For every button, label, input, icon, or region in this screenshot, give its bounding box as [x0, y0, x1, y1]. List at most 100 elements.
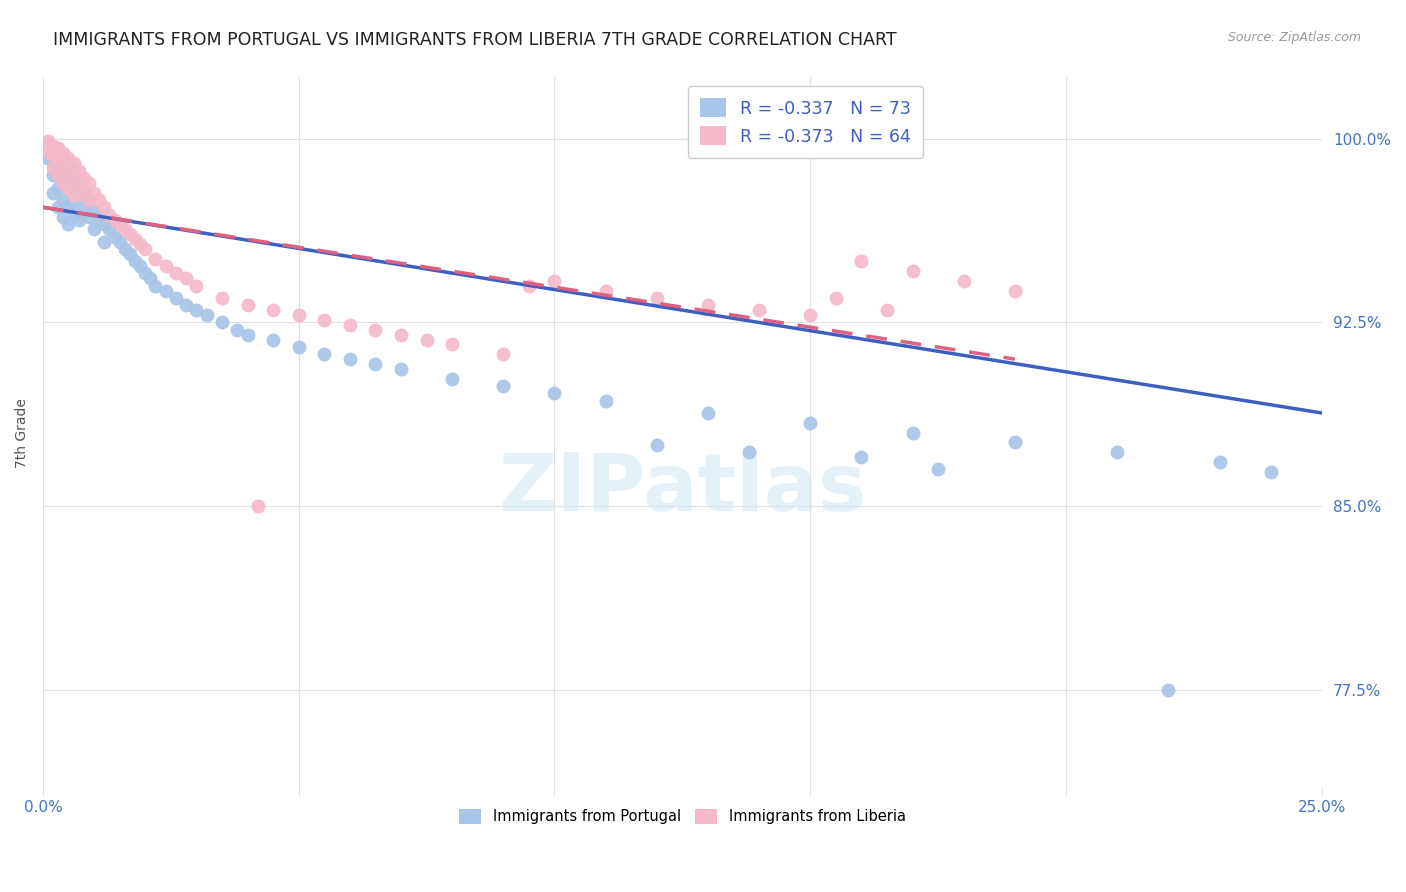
Point — [58, 218, 80, 232]
Point — [952, 274, 974, 288]
Point — [314, 347, 336, 361]
Point — [415, 333, 437, 347]
Point — [236, 327, 259, 342]
Point — [67, 193, 90, 207]
Point — [42, 149, 65, 163]
Point — [236, 298, 259, 312]
Point — [697, 298, 720, 312]
Point — [83, 186, 105, 200]
Point — [517, 278, 540, 293]
Point — [876, 303, 898, 318]
Point — [155, 284, 177, 298]
Point — [73, 188, 96, 202]
Point — [58, 163, 80, 178]
Text: Source: ZipAtlas.com: Source: ZipAtlas.com — [1227, 31, 1361, 45]
Point — [114, 242, 136, 256]
Point — [129, 259, 152, 273]
Point — [145, 252, 167, 266]
Point — [83, 222, 105, 236]
Point — [287, 308, 309, 322]
Point — [46, 141, 69, 155]
Point — [108, 218, 131, 232]
Point — [134, 266, 156, 280]
Point — [262, 303, 284, 318]
Point — [58, 176, 80, 190]
Point — [748, 303, 770, 318]
Point — [1157, 682, 1180, 697]
Point — [174, 271, 197, 285]
Point — [89, 193, 111, 207]
Point — [226, 323, 249, 337]
Point — [492, 347, 515, 361]
Point — [67, 173, 90, 187]
Point — [42, 156, 65, 170]
Point — [186, 278, 208, 293]
Point — [62, 170, 84, 185]
Point — [595, 393, 617, 408]
Point — [901, 425, 924, 440]
Point — [364, 357, 387, 371]
Point — [52, 146, 75, 161]
Point — [98, 208, 121, 222]
Legend: R = -0.337   N = 73, R = -0.373   N = 64: R = -0.337 N = 73, R = -0.373 N = 64 — [688, 87, 924, 158]
Point — [441, 372, 464, 386]
Text: IMMIGRANTS FROM PORTUGAL VS IMMIGRANTS FROM LIBERIA 7TH GRADE CORRELATION CHART: IMMIGRANTS FROM PORTUGAL VS IMMIGRANTS F… — [53, 31, 897, 49]
Point — [77, 193, 100, 207]
Point — [46, 169, 69, 183]
Point — [52, 210, 75, 224]
Point — [339, 352, 361, 367]
Point — [139, 271, 162, 285]
Point — [42, 141, 65, 155]
Point — [543, 386, 565, 401]
Point — [46, 161, 69, 175]
Point — [389, 362, 412, 376]
Y-axis label: 7th Grade: 7th Grade — [15, 398, 30, 467]
Point — [52, 193, 75, 207]
Point — [62, 156, 84, 170]
Point — [37, 151, 59, 165]
Point — [543, 274, 565, 288]
Point — [492, 379, 515, 393]
Point — [389, 327, 412, 342]
Point — [262, 333, 284, 347]
Point — [738, 445, 761, 459]
Point — [799, 308, 821, 322]
Point — [1004, 284, 1026, 298]
Point — [1107, 445, 1129, 459]
Point — [77, 176, 100, 190]
Point — [851, 254, 873, 268]
Point — [851, 450, 873, 464]
Point — [58, 180, 80, 194]
Point — [98, 222, 121, 236]
Point — [42, 186, 65, 200]
Point — [124, 254, 146, 268]
Point — [927, 462, 949, 476]
Point — [595, 284, 617, 298]
Point — [67, 163, 90, 178]
Point — [124, 232, 146, 246]
Point — [697, 406, 720, 420]
Point — [246, 499, 269, 513]
Point — [52, 159, 75, 173]
Point — [52, 149, 75, 163]
Point — [314, 313, 336, 327]
Point — [174, 298, 197, 312]
Point — [118, 247, 141, 261]
Point — [901, 264, 924, 278]
Point — [134, 242, 156, 256]
Point — [37, 136, 59, 151]
Point — [46, 151, 69, 165]
Point — [1260, 465, 1282, 479]
Point — [77, 193, 100, 207]
Point — [42, 169, 65, 183]
Point — [42, 139, 65, 153]
Point — [186, 303, 208, 318]
Text: ZIPatlas: ZIPatlas — [498, 450, 866, 528]
Point — [73, 186, 96, 200]
Point — [108, 235, 131, 249]
Point — [58, 156, 80, 170]
Point — [195, 308, 218, 322]
Point — [58, 151, 80, 165]
Point — [42, 161, 65, 175]
Point — [62, 188, 84, 202]
